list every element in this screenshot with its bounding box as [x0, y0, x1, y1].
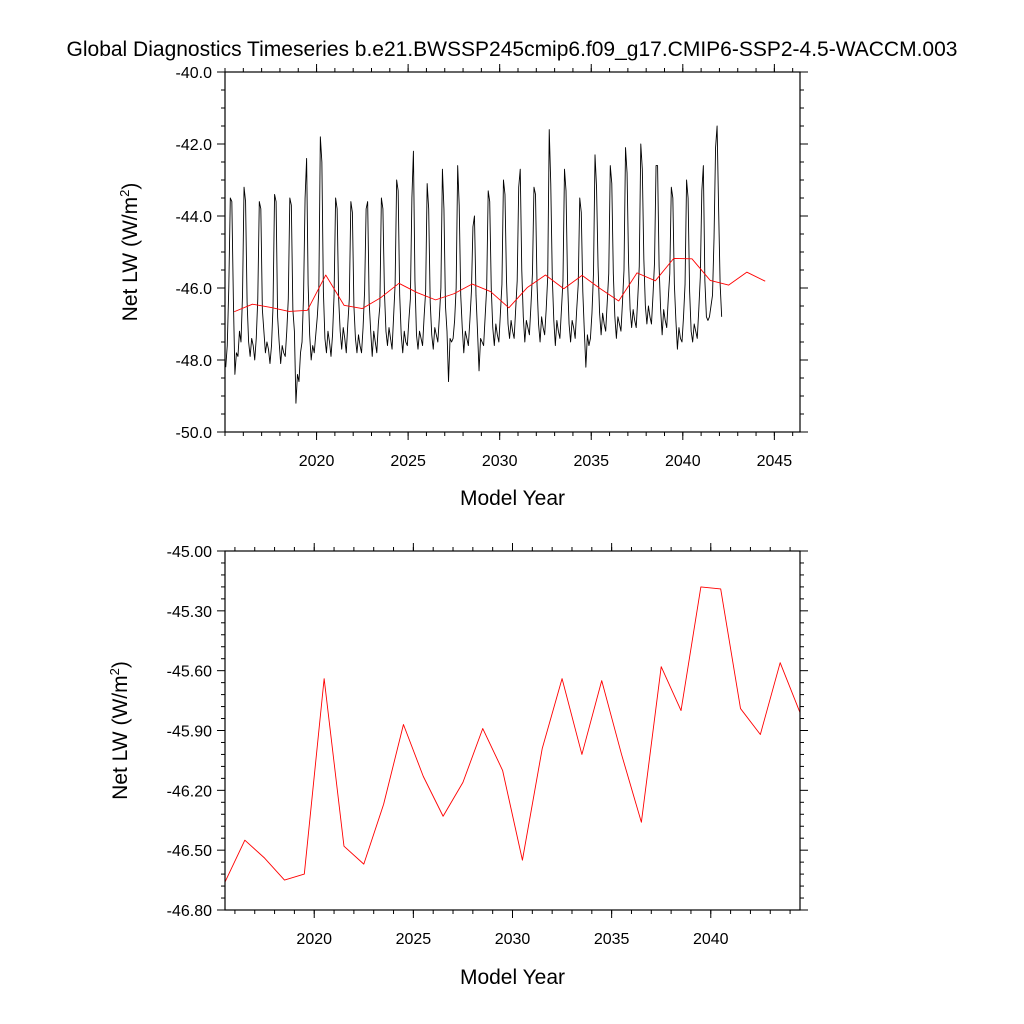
y-tick-label: -48.0 [176, 353, 213, 370]
chart-title: Global Diagnostics Timeseries b.e21.BWSS… [67, 38, 958, 61]
y-tick-label: -44.0 [176, 209, 213, 226]
series-line-annual [233, 258, 766, 313]
y-tick-label: -46.50 [167, 843, 212, 860]
x-axis-label: Model Year [460, 487, 565, 510]
y-axis-label: Net LW (W/m2) [117, 183, 142, 322]
series-line-annual [225, 586, 800, 883]
x-tick-label: 2020 [299, 453, 335, 470]
y-tick-label: -40.0 [176, 65, 213, 82]
x-tick-label: 2035 [573, 453, 609, 470]
y-tick-label: -46.80 [167, 903, 212, 920]
x-tick-label: 2040 [665, 453, 701, 470]
x-tick-label: 2030 [495, 931, 531, 948]
x-tick-label: 2040 [693, 931, 729, 948]
y-tick-label: -45.90 [167, 724, 212, 741]
top-panel: 2020 2025 2030 2035 2040 2045 -50.0 -48.0 -46.0 -… [117, 64, 808, 510]
tick-marks [217, 543, 808, 918]
y-tick-label: -45.30 [167, 604, 212, 621]
x-axis-label: Model Year [460, 966, 565, 989]
y-tick-label: -45.60 [167, 664, 212, 681]
y-tick-label: -42.0 [176, 137, 213, 154]
x-tick-label: 2030 [482, 453, 518, 470]
y-tick-label: -46.0 [176, 281, 213, 298]
x-tick-label: 2020 [296, 931, 332, 948]
bottom-panel: 2020 2025 2030 2035 2040 -46.80 -46.50 -46.20 -4… [107, 543, 808, 989]
y-tick-label: -46.20 [167, 783, 212, 800]
plot-frame [224, 550, 801, 911]
tick-marks [217, 64, 808, 440]
series-line-monthly [225, 125, 723, 404]
x-tick-label: 2035 [594, 931, 630, 948]
y-axis-label: Net LW (W/m2) [107, 661, 132, 800]
x-tick-label: 2025 [390, 453, 426, 470]
y-tick-label: -45.00 [167, 544, 212, 561]
x-tick-label: 2045 [757, 453, 793, 470]
y-tick-label: -50.0 [176, 425, 213, 442]
x-tick-label: 2025 [396, 931, 432, 948]
